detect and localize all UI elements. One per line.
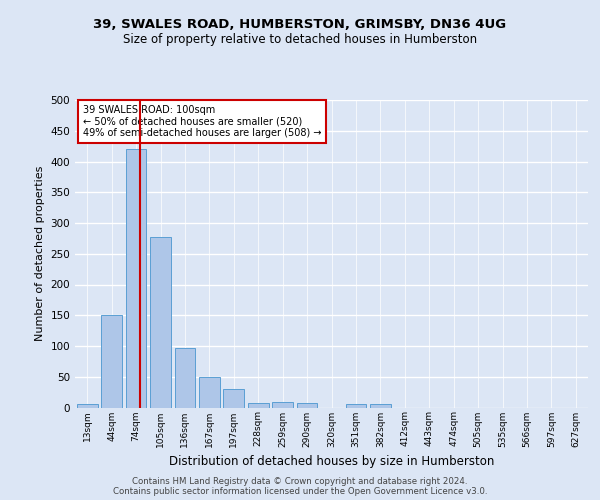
Bar xyxy=(223,389,244,407)
Bar xyxy=(101,316,122,408)
Bar xyxy=(199,378,220,408)
Text: Contains public sector information licensed under the Open Government Licence v3: Contains public sector information licen… xyxy=(113,487,487,496)
Bar xyxy=(150,236,171,408)
Bar xyxy=(346,404,367,407)
Bar xyxy=(248,403,269,407)
Text: Size of property relative to detached houses in Humberston: Size of property relative to detached ho… xyxy=(123,32,477,46)
Text: Contains HM Land Registry data © Crown copyright and database right 2024.: Contains HM Land Registry data © Crown c… xyxy=(132,477,468,486)
Text: 39 SWALES ROAD: 100sqm
← 50% of detached houses are smaller (520)
49% of semi-de: 39 SWALES ROAD: 100sqm ← 50% of detached… xyxy=(83,104,321,138)
Bar xyxy=(272,402,293,407)
Bar xyxy=(296,402,317,407)
Bar xyxy=(175,348,196,408)
Y-axis label: Number of detached properties: Number of detached properties xyxy=(35,166,45,342)
Bar xyxy=(370,404,391,407)
Bar xyxy=(77,404,98,407)
Text: 39, SWALES ROAD, HUMBERSTON, GRIMSBY, DN36 4UG: 39, SWALES ROAD, HUMBERSTON, GRIMSBY, DN… xyxy=(94,18,506,30)
Bar xyxy=(125,149,146,407)
X-axis label: Distribution of detached houses by size in Humberston: Distribution of detached houses by size … xyxy=(169,455,494,468)
